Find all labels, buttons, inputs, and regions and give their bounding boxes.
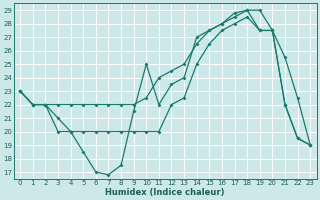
- X-axis label: Humidex (Indice chaleur): Humidex (Indice chaleur): [106, 188, 225, 197]
